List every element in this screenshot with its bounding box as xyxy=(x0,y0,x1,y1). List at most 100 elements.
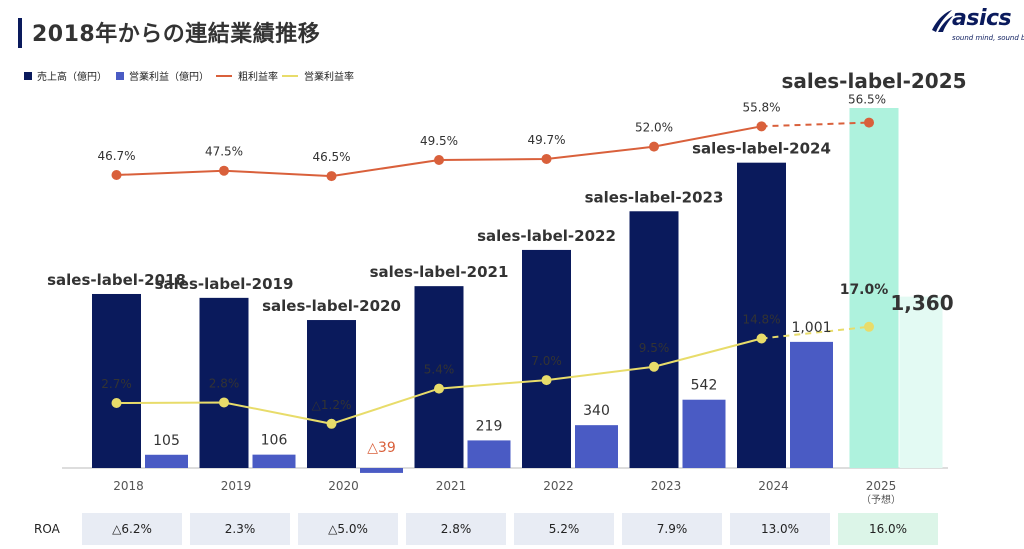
roa-cell-2019: 2.3% xyxy=(190,513,290,545)
op-income-bar-2018 xyxy=(145,454,188,468)
op-income-label-2024: 1,001 xyxy=(791,320,831,336)
gross-margin-label-2022: 49.7% xyxy=(527,133,565,147)
roa-cell-2020: △5.0% xyxy=(298,513,398,545)
roa-cell-2025: 16.0% xyxy=(838,513,938,545)
legend-swatch-sales xyxy=(24,71,32,80)
legend-item-op-margin: 営業利益率 xyxy=(282,68,354,83)
legend-swatch-op-income xyxy=(116,71,124,80)
legend-item-gross-margin: 粗利益率 xyxy=(216,68,278,83)
op-income-bar-2023 xyxy=(682,399,726,468)
gross-margin-forecast-line xyxy=(761,121,870,128)
gross-margin-label-2019: 47.5% xyxy=(205,145,243,159)
op-margin-point-2018 xyxy=(111,398,122,408)
gross-margin-point-2023 xyxy=(649,141,659,152)
legend-label-sales: 売上高（億円） xyxy=(37,72,107,83)
x-axis-label-2018: 2018 xyxy=(113,479,144,493)
op-income-label-2021: 219 xyxy=(476,418,503,434)
op-margin-label-2023: 9.5% xyxy=(639,341,670,355)
op-income-label-2025: 1,360 xyxy=(890,291,953,315)
op-margin-point-2019 xyxy=(219,397,229,408)
op-income-bar-2020 xyxy=(360,468,403,473)
sales-bar-2019 xyxy=(199,297,249,468)
gross-margin-label-2021: 49.5% xyxy=(420,134,458,148)
op-income-label-2019: 106 xyxy=(261,433,288,449)
x-axis-label-2022: 2022 xyxy=(543,479,574,493)
legend-label-op-margin: 営業利益率 xyxy=(304,72,354,83)
gross-margin-point-2022 xyxy=(541,153,552,164)
legend-label-gross-margin: 粗利益率 xyxy=(238,72,278,83)
logo-wordmark: asics xyxy=(952,6,1012,31)
4,846: sales-label-2022 xyxy=(477,227,616,245)
roa-cell-2024: 13.0% xyxy=(730,513,830,545)
sales-bar-2020 xyxy=(307,320,356,468)
op-margin-label-2022: 7.0% xyxy=(531,354,562,368)
gross-margin-point-2019 xyxy=(219,165,229,176)
gross-margin-point-2021 xyxy=(434,155,444,166)
x-axis-forecast-note: （予想） xyxy=(861,493,901,506)
gross-margin-point-2024 xyxy=(756,121,767,132)
asics-stripes-icon xyxy=(932,10,953,32)
sales-bar-2021 xyxy=(414,286,464,468)
op-margin-point-2022 xyxy=(541,375,552,386)
op-income-bar-2024 xyxy=(790,341,833,468)
8,000: sales-label-2025 xyxy=(781,69,966,93)
4,041: sales-label-2021 xyxy=(370,263,509,281)
op-margin-point-2023 xyxy=(649,361,659,372)
gross-margin-label-2020: 46.5% xyxy=(312,150,350,164)
5,705: sales-label-2023 xyxy=(585,188,724,206)
op-income-label-2018: 105 xyxy=(153,433,180,449)
sales-bar-2025 xyxy=(849,108,899,468)
legend-swatch-gross-margin xyxy=(216,74,232,77)
6,785: sales-label-2024 xyxy=(692,140,831,158)
x-axis-label-2020: 2020 xyxy=(328,479,359,493)
op-margin-point-2025 xyxy=(864,321,874,332)
x-axis-label-2025: 2025 xyxy=(866,479,897,493)
gross-margin-label-2025: 56.5% xyxy=(848,93,886,107)
op-margin-point-2024 xyxy=(756,333,767,344)
legend-swatch-op-margin xyxy=(282,74,298,77)
op-income-bar-2022 xyxy=(575,425,618,468)
gross-margin-point-2020 xyxy=(326,171,337,182)
legend-item-sales: 売上高（億円） xyxy=(24,68,107,83)
gross-margin-label-2023: 52.0% xyxy=(635,121,673,135)
sales-bar-2024 xyxy=(737,162,786,469)
x-axis-label-2023: 2023 xyxy=(651,479,682,493)
asics-logo: asics sound mind, sound body xyxy=(930,6,1024,46)
op-income-bar-2025 xyxy=(899,296,943,468)
sales-bar-2018 xyxy=(92,293,141,468)
op-margin-point-2021 xyxy=(434,383,444,394)
roa-cell-2021: 2.8% xyxy=(406,513,506,545)
3,288: sales-label-2020 xyxy=(262,297,401,315)
op-income-label-2020: △39 xyxy=(367,440,396,456)
3,867: sales-label-2018 xyxy=(47,271,186,289)
gross-margin-point-2025 xyxy=(864,117,874,128)
op-margin-label-2019: 2.8% xyxy=(209,376,240,390)
page-title: 2018年からの連結業績推移 xyxy=(32,22,321,47)
op-margin-forecast-line xyxy=(761,325,870,340)
legend-item-op-income: 営業利益（億円） xyxy=(116,68,209,83)
x-axis-label-2021: 2021 xyxy=(436,479,467,493)
3,781: sales-label-2019 xyxy=(155,275,294,293)
x-axis-label-2019: 2019 xyxy=(221,479,252,493)
op-margin-label-2018: 2.7% xyxy=(101,377,132,391)
op-income-bar-2021 xyxy=(467,440,511,468)
gross-margin-point-2018 xyxy=(111,170,122,180)
op-margin-label-2025: 17.0% xyxy=(840,282,889,298)
roa-cell-2022: 5.2% xyxy=(514,513,614,545)
gross-margin-label-2024: 55.8% xyxy=(742,100,780,114)
op-margin-label-2024: 14.8% xyxy=(742,313,780,327)
sales-bar-2023 xyxy=(629,211,679,468)
title-accent-bar xyxy=(18,18,22,48)
op-margin-label-2021: 5.4% xyxy=(424,363,455,377)
x-axis-label-2024: 2024 xyxy=(758,479,789,493)
op-income-label-2023: 542 xyxy=(691,378,718,394)
op-income-bar-2019 xyxy=(252,454,296,468)
sales-bar-2022 xyxy=(522,249,571,468)
roa-cell-2018: △6.2% xyxy=(82,513,182,545)
roa-cell-2023: 7.9% xyxy=(622,513,722,545)
op-margin-point-2020 xyxy=(326,418,337,429)
roa-label: ROA xyxy=(34,522,60,536)
legend-label-op-income: 営業利益（億円） xyxy=(129,72,209,83)
logo-tagline: sound mind, sound body xyxy=(952,34,1024,42)
